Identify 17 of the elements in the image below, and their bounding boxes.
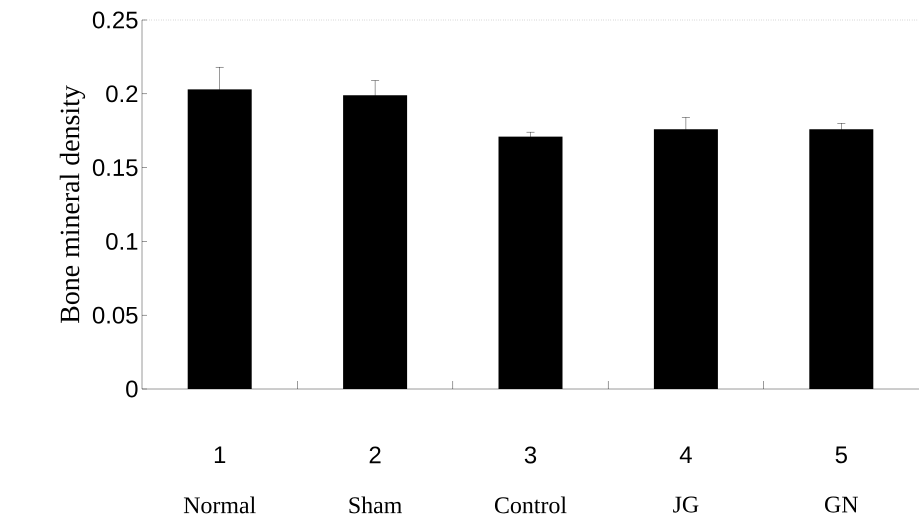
x-tick-label: 2 [370,446,381,464]
text: Control [494,496,567,514]
y-tick-label: 0 [126,380,138,398]
x-tick-label: 4 [680,446,692,463]
y-tick-label: 0.05 [92,306,138,324]
x-tick-label: 5 [836,446,847,464]
text: GN [825,496,858,513]
y-tick-label: 0.25 [92,12,138,28]
y-tick-label: 0.1 [106,232,138,250]
x-tick-label: 3 [524,446,536,464]
text: JG [673,496,698,513]
x-tick-label: 1 [214,446,226,463]
y-axis-title: Bone mineral density [60,85,86,324]
y-tick-label: 0.2 [106,85,138,102]
text: Normal [184,496,256,514]
y-tick-label: 0.15 [92,159,138,176]
text: Sham [349,496,402,514]
